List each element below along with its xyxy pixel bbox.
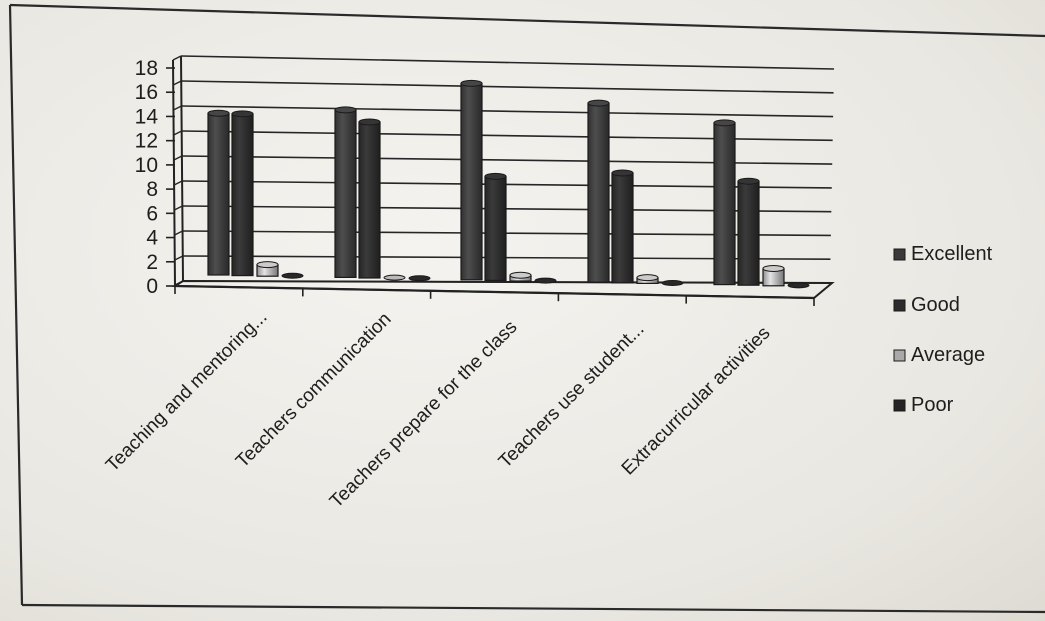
legend-label-excellent: Excellent [911,243,993,265]
gridline [181,105,834,118]
gridline-depth [173,130,182,136]
legend-label-poor: Poor [911,394,954,416]
axes [171,55,835,306]
y-tick-label: 16 [135,81,158,104]
y-tick-label: 6 [146,202,158,225]
y-tick-label: 10 [135,154,158,177]
gridline [181,80,834,94]
bar-excellent-1 [207,109,230,276]
x-axis-line [174,284,815,300]
legend-swatch-good [893,299,906,312]
y-tick-label: 0 [146,275,158,298]
chart-border [8,3,1045,614]
gridline-depth [172,80,182,86]
y-axis-line [172,59,176,287]
bar-poor-2 [408,275,431,282]
legend-swatch-poor [893,399,906,412]
frame-left-edge [8,4,24,606]
bar-poor-4 [661,280,684,286]
gridline-depth [172,55,182,61]
bar-excellent-5 [713,119,736,286]
bar-average-1 [256,261,279,277]
bar-average-3 [509,271,532,282]
bar-good-1 [231,110,254,277]
legend: Excellent Good Average Poor [893,243,993,416]
bar-poor-1 [281,272,304,279]
y-tick-label: 4 [146,227,158,250]
bar-good-2 [358,118,381,279]
gridline-depth [174,230,183,236]
gridline [180,55,835,70]
bar-poor-5 [787,282,810,289]
bar-average-5 [762,264,785,287]
bar-excellent-2 [334,106,357,279]
y-tick-label: 8 [146,178,158,201]
y-tick-label: 18 [135,57,158,80]
bar-poor-3 [534,277,557,284]
bar-good-5 [737,177,760,286]
gridline-depth [173,155,183,161]
bar-average-2 [383,274,406,281]
y-tick-label: 14 [135,105,159,128]
gridline-depth [174,205,183,211]
legend-label-good: Good [911,294,960,316]
y-tick-label: 2 [146,251,158,274]
bar-excellent-3 [460,79,483,281]
bar-average-4 [636,274,659,285]
frame-top-edge [9,3,1045,38]
bar-good-3 [484,172,507,281]
gridline-depth [174,255,184,261]
legend-label-average: Average [911,344,985,366]
x-category-label: Extracurricular activities [618,323,775,480]
x-axis-categories: Teaching and mentoring...Teachers commun… [102,307,774,513]
legend-swatch-average [893,349,906,362]
bar-excellent-4 [587,99,610,283]
frame-bottom-edge [21,603,1045,614]
y-tick-label: 12 [135,130,158,153]
bar-good-4 [611,169,634,284]
legend-swatch-excellent [893,248,906,261]
back-wall-edge [180,55,184,282]
gridline-depth [173,180,183,186]
gridline-depth [173,105,182,111]
bars [207,79,810,289]
x-category-label: Teachers use student... [495,319,649,473]
